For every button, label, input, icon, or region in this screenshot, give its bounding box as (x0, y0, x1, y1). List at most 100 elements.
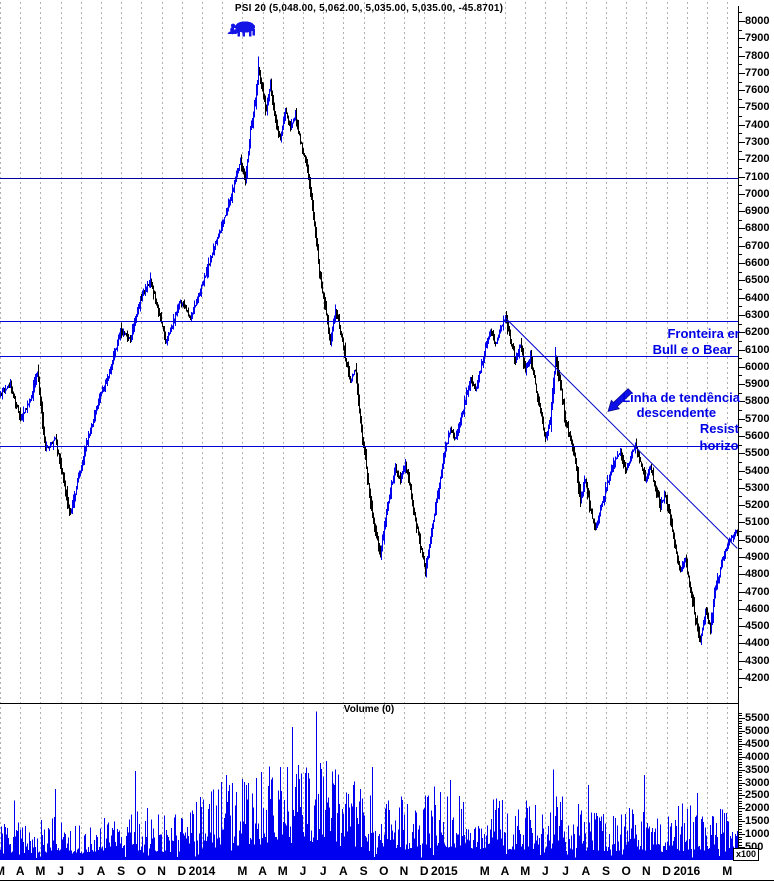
volume-bar (320, 762, 321, 860)
price-bar (208, 257, 210, 278)
volume-bar (642, 849, 643, 860)
price-bar (481, 358, 483, 373)
price-bar (226, 208, 228, 217)
price-bar (555, 346, 557, 375)
volume-bar (705, 827, 706, 860)
price-bar (79, 470, 81, 479)
volume-bar (364, 815, 365, 860)
volume-bar (719, 856, 720, 860)
volume-bar (564, 831, 565, 860)
price-bar (645, 470, 647, 482)
price-bar (260, 69, 262, 84)
annotation-trendline-line2[interactable]: descendente (636, 405, 717, 421)
volume-bar (388, 800, 389, 860)
volume-bar (150, 844, 151, 860)
price-bar (227, 207, 229, 216)
price-bar (608, 480, 610, 484)
annotation-resistance-line1[interactable]: Resist (699, 421, 739, 437)
price-bar (664, 490, 666, 504)
volume-bar (648, 828, 649, 860)
price-bar (477, 379, 479, 389)
volume-bar (29, 832, 30, 860)
volume-bar (685, 841, 686, 860)
volume-bar (315, 799, 316, 860)
price-bar (375, 523, 377, 537)
price-bar (89, 433, 91, 439)
volume-bar (589, 822, 590, 860)
volume-bar (282, 834, 283, 860)
volume-bar (460, 845, 461, 860)
volume-bar (217, 838, 218, 860)
price-bar (303, 147, 305, 156)
volume-bar (675, 819, 676, 860)
volume-bar (582, 843, 583, 860)
volume-bar (497, 839, 498, 860)
volume-bar (474, 829, 475, 860)
volume-bar (389, 810, 390, 860)
volume-bar (395, 820, 396, 860)
price-bar (326, 300, 328, 316)
volume-bar (63, 836, 64, 860)
price-bar (30, 399, 32, 403)
volume-bar (192, 810, 193, 860)
price-bar (331, 332, 333, 347)
price-bar (17, 404, 19, 408)
volume-bar (528, 846, 529, 860)
volume-bar (436, 835, 437, 860)
volume-bar (650, 849, 651, 860)
price-bar (38, 364, 40, 382)
volume-bar (206, 841, 207, 860)
volume-bar (7, 827, 8, 860)
volume-bar (64, 832, 65, 860)
price-bar (494, 334, 496, 345)
time-tick-label: M (479, 864, 490, 878)
price-bar (224, 217, 226, 224)
price-tick-label: 5300 (745, 481, 770, 494)
price-bar (420, 533, 422, 553)
price-bar (72, 499, 74, 514)
price-bar (412, 493, 414, 507)
annotation-frontier-line2[interactable]: Bull e o Bear (652, 342, 733, 358)
time-tick-label: S (359, 864, 368, 878)
price-bar (734, 532, 736, 540)
down-left-arrow-icon[interactable] (607, 388, 633, 412)
volume-bar (254, 844, 255, 860)
volume-bar (540, 855, 541, 860)
volume-bar (113, 829, 114, 860)
annotation-frontier-line1[interactable]: Fronteira er (667, 325, 740, 341)
price-bar (33, 379, 35, 402)
volume-bar (260, 844, 261, 860)
descending-trendline[interactable] (504, 317, 738, 549)
annotation-trendline-line1[interactable]: Linha de tendência (622, 389, 740, 405)
volume-bar (216, 805, 217, 860)
price-bar (50, 442, 52, 448)
price-bar (721, 559, 723, 570)
price-bar (286, 107, 288, 114)
price-bar (677, 551, 679, 564)
price-bar (317, 238, 319, 251)
price-bar (92, 423, 94, 428)
price-bar (468, 385, 470, 398)
price-bar (91, 423, 93, 434)
price-bar (462, 411, 464, 418)
price-bar (167, 336, 169, 346)
price-bar (221, 221, 223, 234)
volume-bar (297, 811, 298, 860)
price-bar (346, 358, 348, 367)
price-bar (520, 344, 522, 348)
annotation-resistance-line2[interactable]: horizo (699, 438, 739, 454)
volume-bar (461, 808, 462, 860)
price-bar (402, 471, 404, 479)
price-bar (549, 419, 551, 430)
price-bar (259, 67, 261, 76)
volume-bar (86, 849, 87, 860)
price-bar (633, 449, 635, 453)
volume-bar (518, 809, 519, 860)
volume-bar (443, 821, 444, 860)
price-bar (532, 357, 534, 371)
price-bar (315, 221, 317, 238)
price-tick-label: 6000 (745, 360, 770, 373)
price-bar (678, 555, 680, 566)
price-bar (599, 512, 601, 524)
price-bar (466, 387, 468, 405)
